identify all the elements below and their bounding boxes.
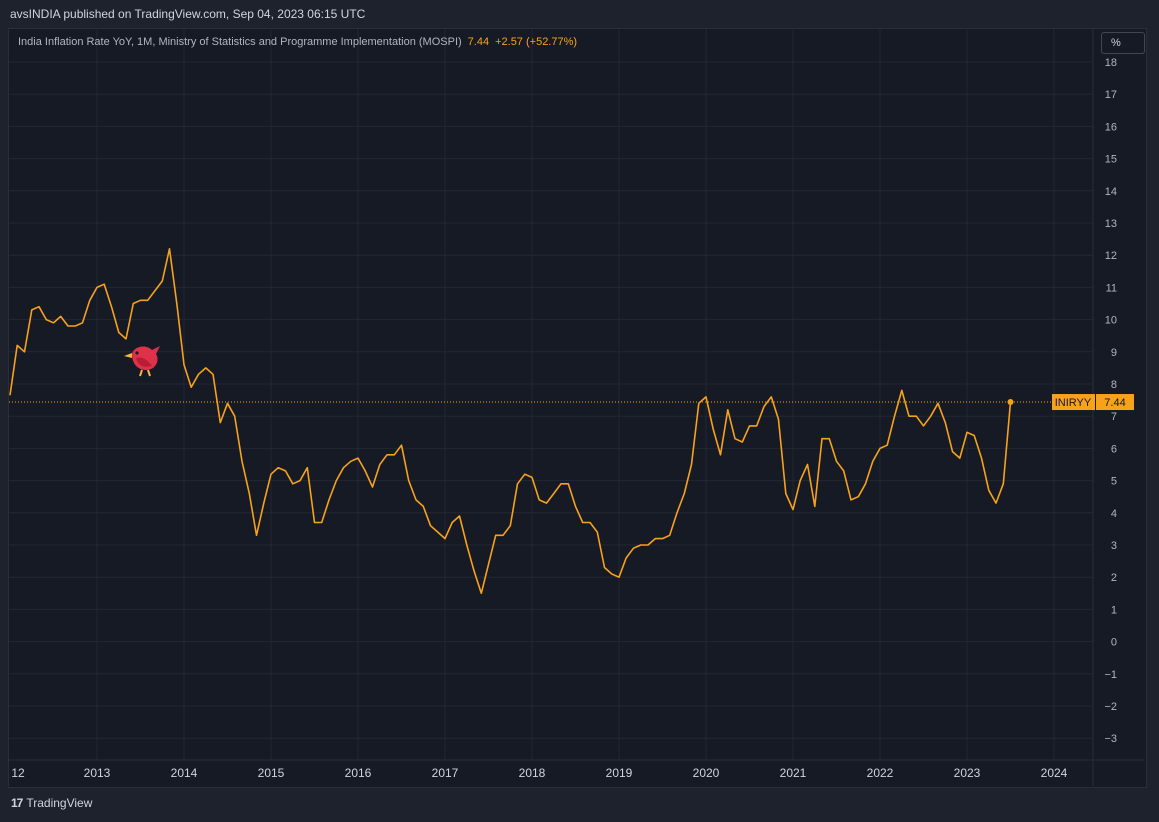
legend-change: +2.57 (+52.77%) [495, 36, 578, 48]
price-label-value-bg [1096, 394, 1134, 411]
y-tick-label: 7 [1111, 411, 1117, 423]
chart-frame[interactable] [8, 28, 1147, 788]
y-tick-label: −2 [1104, 701, 1117, 713]
legend-value: 7.44 [467, 36, 490, 48]
legend-title: India Inflation Rate YoY, 1M, Ministry o… [18, 36, 462, 48]
x-tick-label: 2020 [693, 766, 720, 780]
x-tick-label: 2014 [171, 766, 198, 780]
y-tick-label: 3 [1111, 540, 1117, 552]
y-tick-label: 0 [1111, 637, 1117, 649]
x-tick-label: 2017 [432, 766, 459, 780]
y-tick-label: 6 [1111, 443, 1117, 455]
x-tick-label: 2016 [345, 766, 372, 780]
x-tick-label: 2023 [954, 766, 981, 780]
red-bird-icon [124, 346, 160, 377]
unit-button[interactable]: % [1101, 32, 1145, 54]
x-tick-label: 2024 [1041, 766, 1068, 780]
last-point-marker [1007, 399, 1014, 406]
y-tick-label: 8 [1111, 379, 1117, 391]
publish-info: avsINDIA published on TradingView.com, S… [10, 7, 366, 21]
x-tick-label: 2018 [519, 766, 546, 780]
tradingview-logo[interactable]: 17 TradingView [11, 796, 92, 810]
y-tick-label: 16 [1105, 121, 1117, 133]
x-tick-label: 2022 [867, 766, 894, 780]
y-tick-label: 9 [1111, 347, 1117, 359]
y-tick-label: 14 [1105, 186, 1117, 198]
y-tick-label: 17 [1105, 89, 1117, 101]
tradingview-brand: TradingView [26, 796, 93, 810]
price-label-value: 7.44 [1104, 397, 1125, 409]
y-tick-label: 2 [1111, 572, 1117, 584]
y-tick-label: 5 [1111, 476, 1117, 488]
y-tick-label: 4 [1111, 508, 1117, 520]
y-tick-label: −3 [1104, 733, 1117, 745]
y-tick-label: −1 [1104, 669, 1117, 681]
y-tick-label: 18 [1105, 57, 1117, 69]
y-tick-label: 10 [1105, 315, 1117, 327]
y-tick-label: 15 [1105, 154, 1117, 166]
x-tick-label: 2019 [606, 766, 633, 780]
y-tick-label: 12 [1105, 250, 1117, 262]
price-label-symbol: INIRYY [1055, 397, 1092, 409]
x-tick-label: 2015 [258, 766, 285, 780]
x-tick-label: 12 [11, 766, 25, 780]
price-label-symbol-bg [1052, 394, 1095, 411]
y-tick-label: 1 [1111, 604, 1117, 616]
x-tick-label: 2021 [780, 766, 807, 780]
series-line-iniryy [9, 248, 1012, 595]
series-legend[interactable]: India Inflation Rate YoY, 1M, Ministry o… [18, 36, 577, 48]
y-tick-label: 11 [1106, 282, 1117, 294]
x-tick-label: 2013 [84, 766, 111, 780]
y-tick-label: 13 [1105, 218, 1117, 230]
tradingview-logo-icon: 17 [11, 796, 23, 810]
